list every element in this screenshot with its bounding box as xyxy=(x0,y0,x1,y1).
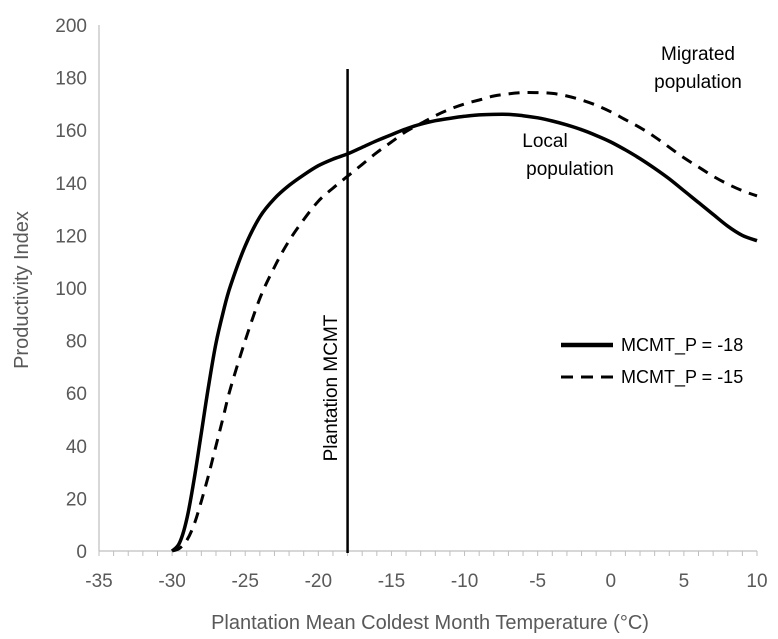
legend: MCMT_P = -18 MCMT_P = -15 xyxy=(561,335,743,388)
axes xyxy=(98,25,758,556)
y-tick-label: 160 xyxy=(55,121,87,142)
y-tick-label: 80 xyxy=(66,332,87,353)
x-tick-label: 0 xyxy=(605,571,616,592)
series-line-mcmt-p-minus-15 xyxy=(171,90,758,553)
y-tick-label: 100 xyxy=(55,279,87,300)
x-tick-labels: -35 -30 -25 -20 -15 -10 -5 0 5 10 xyxy=(85,571,767,592)
x-tick-label: -15 xyxy=(378,571,405,592)
x-tick-label: 5 xyxy=(679,571,690,592)
y-tick-label: 120 xyxy=(55,226,87,247)
y-tick-label: 140 xyxy=(55,174,87,195)
x-tick-label: -5 xyxy=(529,571,546,592)
y-tick-labels: 0 20 40 60 80 100 120 140 160 180 200 xyxy=(55,16,87,563)
x-tick-label: 10 xyxy=(746,571,767,592)
annotation-migrated-line1: Migrated xyxy=(661,44,735,65)
x-tick-label: -30 xyxy=(158,571,185,592)
x-tick-label: -25 xyxy=(231,571,258,592)
series-group xyxy=(170,90,758,553)
y-tick-label: 20 xyxy=(66,489,87,510)
y-tick-label: 0 xyxy=(76,542,87,563)
y-tick-label: 60 xyxy=(66,384,87,405)
x-tick-label: -20 xyxy=(305,571,332,592)
annotation-migrated-line2: population xyxy=(654,72,742,93)
series-line-mcmt-p-minus-18 xyxy=(170,112,758,553)
y-axis-title-group: Productivity Index xyxy=(11,211,33,369)
x-tick-label: -35 xyxy=(85,571,112,592)
y-axis-title: Productivity Index xyxy=(11,211,33,369)
x-axis-title: Plantation Mean Coldest Month Temperatur… xyxy=(211,612,649,634)
vertical-line-label-group: Plantation MCMT xyxy=(321,314,342,461)
legend-label-solid: MCMT_P = -18 xyxy=(621,335,743,356)
x-tick-label: -10 xyxy=(451,571,478,592)
annotation-local-line2: population xyxy=(526,159,614,180)
y-tick-label: 200 xyxy=(55,16,87,37)
annotation-local-line1: Local xyxy=(522,131,567,152)
legend-label-dashed: MCMT_P = -15 xyxy=(621,367,743,388)
y-tick-label: 40 xyxy=(66,437,87,458)
y-tick-label: 180 xyxy=(55,69,87,90)
vertical-line-label: Plantation MCMT xyxy=(321,314,342,461)
